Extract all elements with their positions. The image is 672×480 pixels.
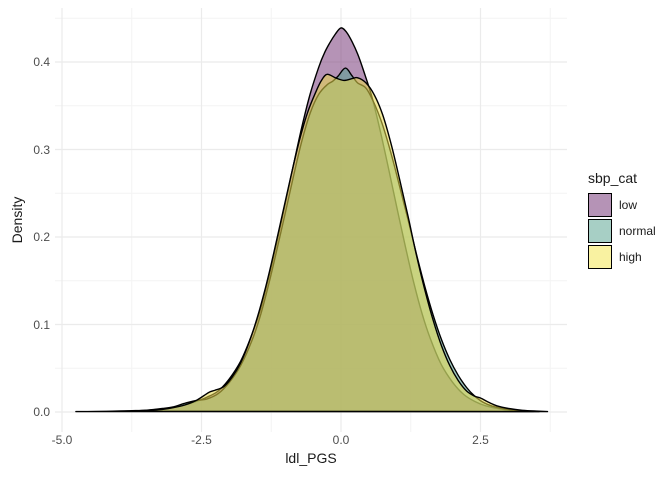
legend-label: high bbox=[619, 250, 642, 264]
legend-key-high bbox=[588, 245, 612, 269]
legend-entries: low normal high bbox=[588, 193, 656, 269]
x-tick-label: 2.5 bbox=[472, 433, 489, 447]
legend: sbp_cat low normal high bbox=[588, 170, 656, 271]
legend-label: low bbox=[619, 198, 638, 212]
x-axis-title: ldl_PGS bbox=[285, 450, 337, 466]
y-tick-label: 0.0 bbox=[33, 405, 50, 419]
y-tick-label: 0.3 bbox=[33, 142, 50, 157]
x-tick-label: -5.0 bbox=[51, 433, 73, 447]
y-tick-label: 0.2 bbox=[33, 230, 50, 244]
legend-entry-low: low bbox=[588, 193, 656, 217]
legend-entry-normal: normal bbox=[588, 219, 656, 243]
y-tick-label: 0.4 bbox=[33, 55, 50, 69]
y-tick-label: 0.1 bbox=[33, 317, 50, 332]
legend-title: sbp_cat bbox=[588, 170, 638, 186]
legend-label: normal bbox=[619, 224, 656, 238]
legend-key-low bbox=[588, 193, 612, 217]
density-curve-high bbox=[119, 73, 549, 413]
x-tick-label: 0.0 bbox=[332, 433, 350, 447]
legend-entry-high: high bbox=[588, 245, 656, 269]
legend-key-normal bbox=[588, 219, 612, 243]
x-tick-label: -2.5 bbox=[191, 433, 212, 447]
